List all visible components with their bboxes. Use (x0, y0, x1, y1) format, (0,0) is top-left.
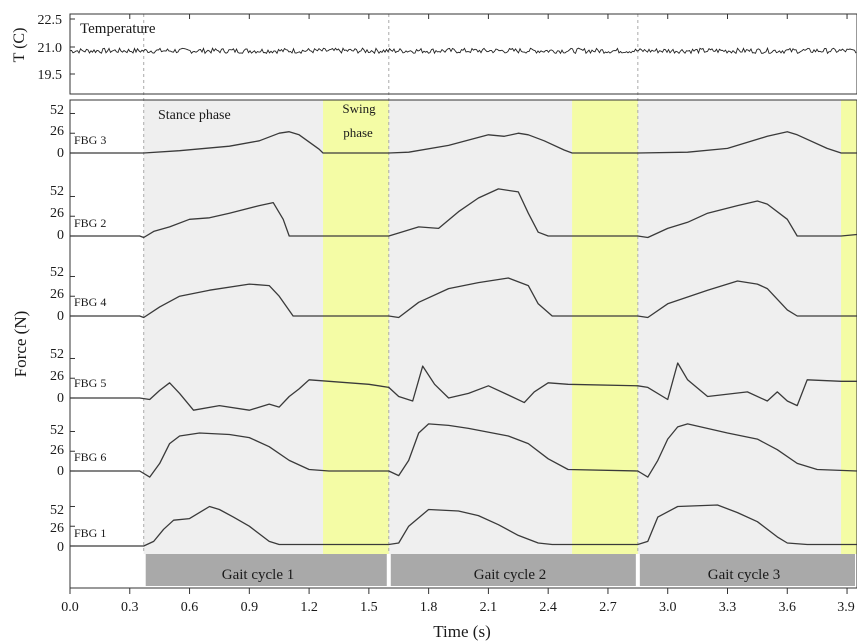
gait-cycle-2-label: Gait cycle 2 (474, 567, 546, 583)
x-tick-label: 2.4 (539, 600, 557, 615)
fbg6-tick-label: 26 (50, 443, 64, 458)
swing-band-2 (572, 100, 638, 554)
stance-phase-annotation: Stance phase (158, 108, 231, 123)
fbg3-tick-label: 0 (57, 146, 64, 161)
temperature-tick-label: 21.0 (38, 41, 63, 56)
fbg6-tick-label: 52 (50, 423, 64, 438)
temperature-axis-label: T (C) (11, 28, 28, 63)
temperature-trace (69, 46, 857, 55)
swing-phase-annotation-line2: phase (343, 125, 373, 140)
labels-layer: 0.0 0.3 0.6 0.9 1.2 1.5 1.8 2.1 2.4 2.7 3.0 3.3 3.6 3… (61, 600, 855, 615)
x-tick-label: 0.6 (181, 600, 199, 615)
x-axis-label: Time (s) (433, 622, 490, 641)
series-line-fbg4 (70, 277, 857, 319)
gait-cycle-bar-2 (390, 554, 636, 586)
series-line-fbg6 (70, 423, 857, 478)
x-tick-label: 1.2 (300, 600, 318, 615)
swing-phase-annotation-line1: Swing (342, 101, 376, 116)
series-line-fbg2 (70, 188, 857, 239)
fbg4-tick-label: 0 (57, 309, 64, 324)
panel-label-fbg3: FBG 3 (74, 133, 106, 147)
temperature-tick-label: 19.5 (38, 68, 63, 83)
gait-cycle-bar-1 (145, 554, 387, 586)
fbg5-tick-label: 52 (50, 347, 64, 362)
x-tick-label: 3.6 (779, 600, 797, 615)
panel-label-fbg6: FBG 6 (74, 450, 106, 464)
temperature-panel-label: Temperature (80, 21, 156, 37)
temperature-frame (69, 13, 857, 95)
x-tick-label: 3.0 (659, 600, 677, 615)
panel-label-fbg2: FBG 2 (74, 216, 106, 230)
fbg6-tick-label: 0 (57, 464, 64, 479)
fbg1-tick-label: 26 (50, 521, 64, 536)
fbg2-tick-label: 52 (50, 184, 64, 199)
swing-band-1 (323, 100, 389, 554)
swing-band-3 (841, 100, 857, 554)
fbg4-tick-label: 52 (50, 265, 64, 280)
x-tick-label: 3.3 (719, 600, 737, 615)
series-line-fbg1 (70, 504, 857, 547)
traces-layer (69, 14, 857, 594)
series-line-fbg5 (70, 362, 857, 411)
fbg4-tick-label: 26 (50, 287, 64, 302)
fbg1-tick-label: 0 (57, 540, 64, 555)
fbg5-tick-label: 26 (50, 369, 64, 384)
force-frame (69, 99, 857, 589)
x-tick-label: 1.5 (360, 600, 378, 615)
x-tick-label: 1.8 (420, 600, 438, 615)
x-tick-label: 0.9 (241, 600, 259, 615)
fbg2-tick-label: 26 (50, 206, 64, 221)
force-axis-label: Force (N) (11, 311, 30, 378)
stance-shading (143, 100, 857, 554)
temperature-tick-label: 22.5 (38, 13, 63, 28)
panel-label-fbg5: FBG 5 (74, 376, 106, 390)
series-line-fbg3 (70, 131, 857, 154)
fbg1-tick-label: 52 (50, 503, 64, 518)
fbg3-tick-label: 26 (50, 124, 64, 139)
x-tick-label: 3.9 (837, 600, 855, 615)
gait-cycle-1-label: Gait cycle 1 (222, 567, 294, 583)
x-tick-label: 0.0 (61, 600, 79, 615)
x-tick-label: 2.7 (599, 600, 617, 615)
gait-cycle-3-label: Gait cycle 3 (708, 567, 780, 583)
panel-label-fbg1: FBG 1 (74, 526, 106, 540)
gait-cycle-bar-3 (639, 554, 855, 586)
x-tick-label: 0.3 (121, 600, 139, 615)
fbg3-tick-label: 52 (50, 103, 64, 118)
fbg5-tick-label: 0 (57, 391, 64, 406)
panel-label-fbg4: FBG 4 (74, 295, 106, 309)
x-tick-label: 2.1 (480, 600, 498, 615)
fbg2-tick-label: 0 (57, 228, 64, 243)
background-layer (143, 14, 857, 586)
